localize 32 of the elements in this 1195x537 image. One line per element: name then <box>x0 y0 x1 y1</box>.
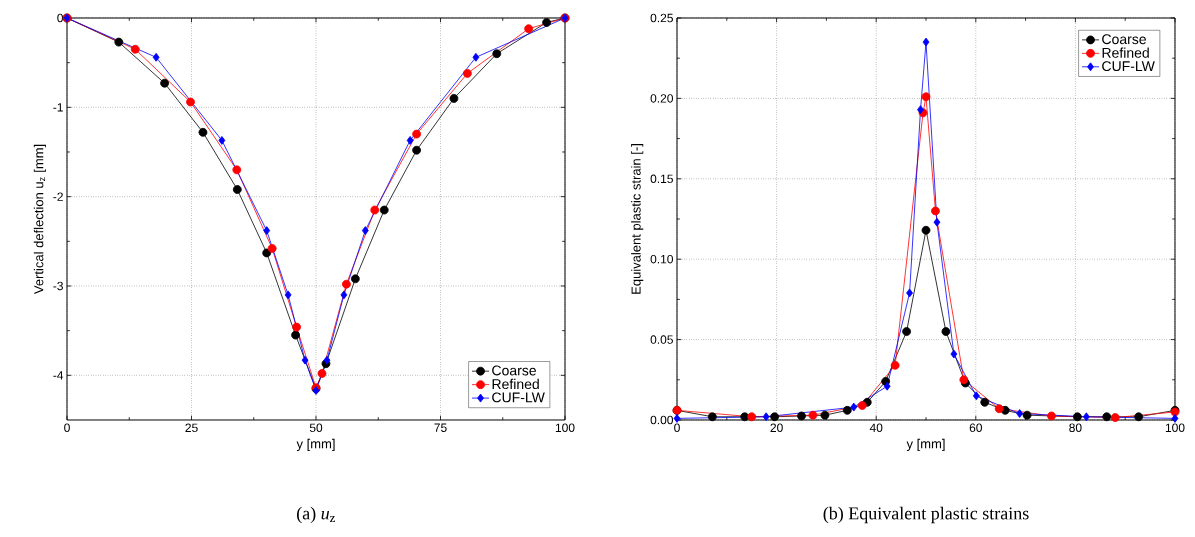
legend-label: CUF-LW <box>492 392 545 403</box>
x-tick-label: 40 <box>869 423 883 433</box>
x-axis-title: y [mm] <box>296 438 335 451</box>
legend-label: Coarse <box>1102 34 1146 45</box>
legend-label: CUF-LW <box>1102 61 1155 72</box>
x-tick-label: 20 <box>770 423 783 433</box>
y-tick-label: 0.10 <box>650 254 674 264</box>
text: (b) Equivalent plastic strains <box>823 506 1029 524</box>
y-tick-label: 0.25 <box>650 13 673 23</box>
y-tick-label: -1 <box>53 103 63 112</box>
x-tick-label: 100 <box>555 423 575 433</box>
y-tick-label: 0 <box>57 13 64 23</box>
y-tick-label: 0.15 <box>650 174 673 184</box>
y-tick-label: 0.20 <box>650 94 674 103</box>
y-tick-label: -4 <box>53 371 64 380</box>
x-tick-label: 50 <box>309 423 323 433</box>
y-tick-label: 0.05 <box>650 335 673 344</box>
legend-label: Refined <box>1102 47 1149 58</box>
y-tick-label: -3 <box>53 281 63 291</box>
y-tick-label: 0.00 <box>650 415 674 425</box>
y-axis-title: Vertical deflection u$_{z}$ [mm] <box>33 144 46 295</box>
legend-label: Refined <box>492 378 539 390</box>
x-tick-label: 25 <box>185 423 198 433</box>
x-tick-label: 100 <box>1165 423 1185 433</box>
x-tick-label: 80 <box>1069 423 1082 433</box>
x-axis-title: y [mm] <box>906 438 945 451</box>
legend-label: Coarse <box>492 365 536 376</box>
y-tick-label: -2 <box>53 192 63 201</box>
text: (a) u$_{z}$ <box>297 506 335 524</box>
x-tick-label: 75 <box>434 423 447 432</box>
y-axis-title: Equivalent plastic strain [-] <box>631 144 644 294</box>
x-tick-label: 60 <box>969 423 983 433</box>
